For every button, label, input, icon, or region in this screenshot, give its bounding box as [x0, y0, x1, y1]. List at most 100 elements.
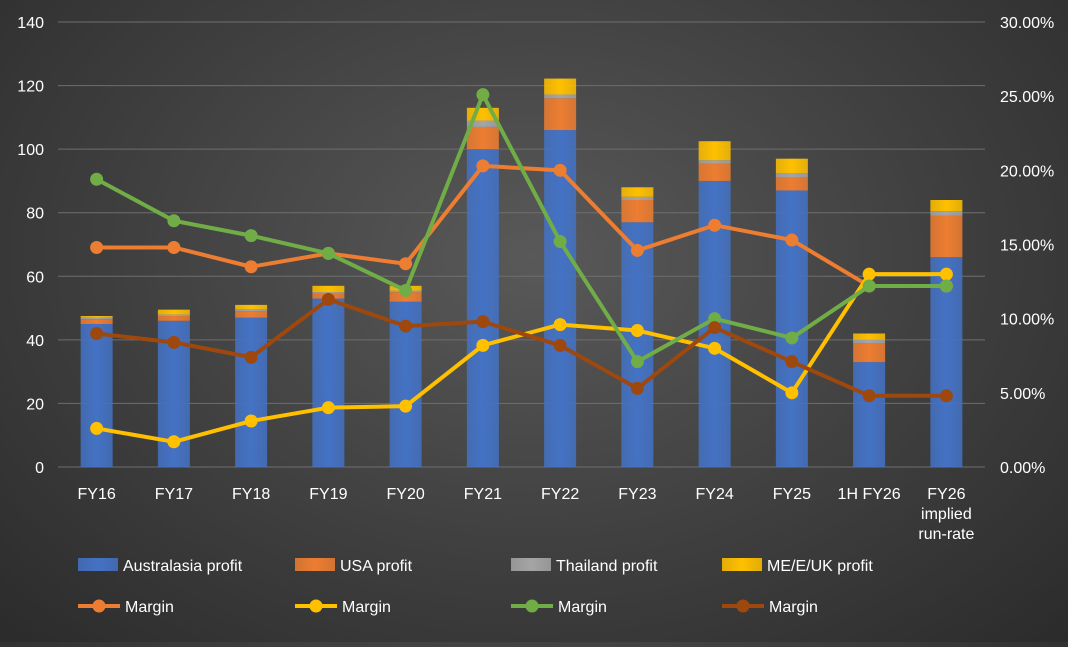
y-left-tick-label: 140 [17, 15, 44, 32]
x-axis: FY16 FY17 FY18 FY19 FY20 FY21 FY22 FY23 FY24 FY25… [78, 486, 975, 543]
bar-segment [157, 316, 190, 321]
legend-swatch [295, 558, 335, 571]
y-right-tick-label: 25.00% [1000, 89, 1054, 106]
series-point [321, 246, 335, 260]
bar-segment [235, 309, 268, 312]
y-left-tick-label: 0 [35, 460, 44, 477]
series-point [708, 341, 722, 355]
bar-segment [698, 160, 731, 164]
series-line [94, 272, 949, 444]
legend-marker [92, 599, 106, 613]
series-point [244, 350, 258, 364]
x-tick-label: FY26 [927, 486, 965, 503]
bar-segment [466, 126, 499, 150]
series-point [553, 318, 567, 332]
legend: Australasia profit USA profit Thailand pro… [78, 558, 873, 616]
series-point [553, 163, 567, 177]
series-point [785, 331, 799, 345]
bar-segment [698, 163, 731, 181]
y-left-tick-label: 20 [26, 396, 44, 413]
series-point [630, 381, 644, 395]
series-point [90, 240, 104, 254]
bar-segment [621, 187, 654, 197]
series-point [399, 257, 413, 271]
series-point [939, 279, 953, 293]
bar-segment [235, 311, 268, 318]
bar-segment [312, 298, 345, 467]
bars [80, 78, 963, 468]
bar-segment [544, 130, 577, 468]
bar-segment [853, 339, 886, 344]
bar-segment [235, 304, 268, 310]
series-line [94, 163, 949, 289]
series-point [90, 421, 104, 435]
x-tick-label: FY23 [618, 486, 656, 503]
series-point [167, 240, 181, 254]
bar-segment [930, 211, 963, 216]
series-point [939, 389, 953, 403]
series-point [167, 335, 181, 349]
x-tick-label: FY18 [232, 486, 270, 503]
bar-segment [853, 343, 886, 363]
bar-segment [853, 333, 886, 340]
bar-segment [80, 319, 113, 324]
series-point [244, 229, 258, 243]
x-tick-label: FY22 [541, 486, 579, 503]
bar-segment [80, 316, 113, 318]
bar-segment [235, 317, 268, 467]
series-point [90, 172, 104, 186]
legend-swatch [511, 558, 551, 571]
bar-segment [621, 196, 654, 200]
series-point [553, 235, 567, 249]
bar-segment [930, 200, 963, 212]
series-point [476, 88, 490, 102]
series-point [785, 233, 799, 247]
series-point [708, 321, 722, 335]
series-point [90, 327, 104, 340]
series-point [476, 315, 490, 329]
y-left-tick-label: 80 [26, 206, 44, 223]
series-point [939, 267, 953, 281]
series-point [399, 283, 413, 297]
x-tick-label: implied [921, 506, 972, 523]
series-point [321, 292, 335, 306]
bar-segment [157, 314, 190, 317]
legend-label: Margin [125, 599, 174, 616]
y-axis-left: 0 20 40 60 80 100 120 140 [17, 15, 44, 477]
series-point [167, 435, 181, 449]
series-point [553, 338, 567, 352]
series-point [399, 319, 413, 333]
bar-segment [621, 200, 654, 223]
series-point [708, 218, 722, 232]
x-tick-label: FY21 [464, 486, 502, 503]
bar-segment [698, 141, 731, 161]
legend-label: Thailand profit [556, 558, 658, 575]
x-tick-label: FY24 [696, 486, 734, 503]
series-point [862, 279, 876, 293]
bar-segment [80, 317, 113, 320]
bar-segment [775, 158, 808, 173]
series-point [708, 312, 722, 326]
x-tick-label: FY17 [155, 486, 193, 503]
series-point [785, 386, 799, 400]
legend-marker [309, 599, 323, 613]
y-left-tick-label: 120 [17, 79, 44, 96]
bar-segment [544, 78, 577, 95]
series-point [476, 338, 490, 352]
legend-marker [736, 599, 750, 613]
legend-marker [525, 599, 539, 613]
y-right-tick-label: 5.00% [1000, 386, 1045, 403]
x-tick-label: 1H FY26 [838, 486, 901, 503]
y-left-tick-label: 100 [17, 142, 44, 159]
series-point [167, 214, 181, 228]
bar-segment [312, 285, 345, 293]
y-right-tick-label: 20.00% [1000, 163, 1054, 180]
y-right-tick-label: 15.00% [1000, 238, 1054, 255]
bar-segment [80, 323, 113, 467]
series-line [94, 92, 949, 364]
y-left-tick-label: 60 [26, 269, 44, 286]
legend-swatch [78, 558, 118, 571]
bar-segment [544, 98, 577, 131]
bar-segment [775, 172, 808, 178]
